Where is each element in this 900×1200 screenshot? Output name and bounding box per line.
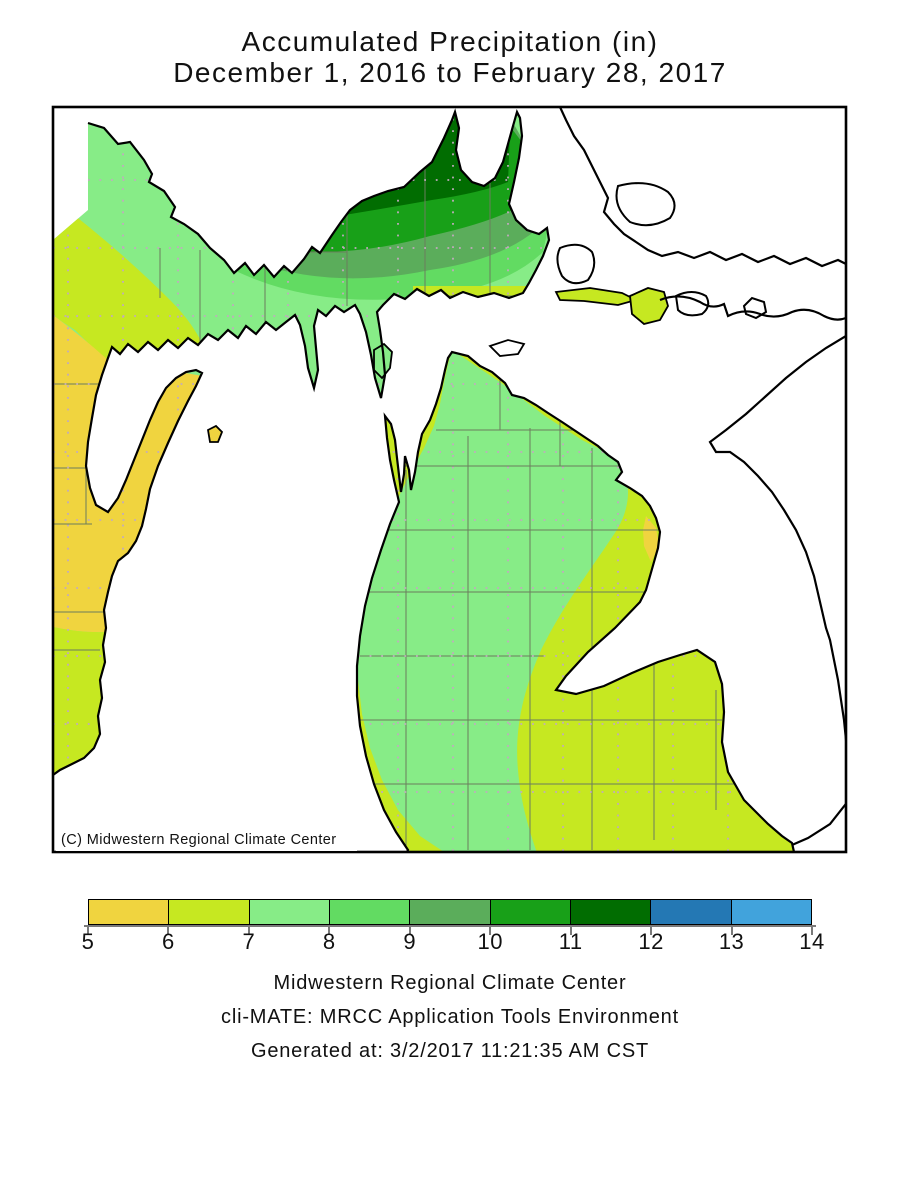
legend-label-6: 6 xyxy=(162,929,175,954)
band-7-8-central-lp xyxy=(358,352,628,852)
st-joseph-island xyxy=(615,182,676,227)
coastline-ontario-bruce-huron xyxy=(708,335,846,847)
legend-tick xyxy=(167,925,170,935)
legend-tick xyxy=(489,925,492,935)
coastline-ontario-north-channel xyxy=(559,107,846,268)
legend-label-14: 14 xyxy=(799,929,825,954)
legend-tick xyxy=(247,925,250,935)
map-copyright-label: (C) Midwestern Regional Climate Center xyxy=(56,829,357,851)
drummond-island xyxy=(629,287,669,325)
sugar-island xyxy=(556,243,596,285)
legend-label-10: 10 xyxy=(477,929,503,954)
legend-tick xyxy=(650,925,653,935)
legend-segment-13-14 xyxy=(730,900,811,924)
legend-label-12: 12 xyxy=(638,929,664,954)
footer-timestamp: Generated at: 3/2/2017 11:21:35 AM CST xyxy=(250,1040,650,1062)
legend-segment-7-8 xyxy=(248,900,329,924)
channel-island xyxy=(742,296,768,320)
legend-label-7: 7 xyxy=(242,929,256,954)
legend-segment-6-7 xyxy=(168,900,249,924)
legend-tick xyxy=(408,925,411,935)
legend-tick xyxy=(328,925,331,935)
legend-segment-11-12 xyxy=(569,900,651,924)
legend-tick xyxy=(811,925,813,935)
footer-app-name: cli-MATE: MRCC Application Tools Environ… xyxy=(221,1006,679,1028)
legend-tick xyxy=(730,925,733,935)
legend-labels: 5 6 7 8 9 10 11 12 13 14 xyxy=(82,929,825,955)
chart-subtitle: December 1, 2016 to February 28, 2017 xyxy=(173,57,727,89)
legend-segment-12-13 xyxy=(650,900,731,924)
legend-label-13: 13 xyxy=(718,929,745,954)
detour-shore-strip xyxy=(554,287,639,306)
coastline-manitoulin-island xyxy=(659,295,846,321)
map-frame xyxy=(51,105,848,854)
color-scale-bar xyxy=(88,899,812,925)
chart-title: Accumulated Precipitation (in) xyxy=(241,26,659,57)
band-5-6-huron-shore-spot xyxy=(643,516,659,562)
color-scale-legend: 5 6 7 8 9 10 11 12 13 14 xyxy=(82,899,825,959)
legend-segment-10-11 xyxy=(489,900,570,924)
coastline-lower-peninsula xyxy=(355,350,796,852)
legend-label-11: 11 xyxy=(558,929,583,954)
title-block: Accumulated Precipitation (in) December … xyxy=(0,26,900,89)
legend-baseline xyxy=(84,925,816,927)
legend-label-5: 5 xyxy=(81,929,95,954)
legend-segment-5-6 xyxy=(89,900,169,924)
legend-label-8: 8 xyxy=(322,929,336,954)
coastline-upper-peninsula-wisconsin xyxy=(53,108,551,776)
bois-blanc-island xyxy=(488,339,526,357)
footer-org-name: Midwestern Regional Climate Center xyxy=(273,972,627,994)
legend-label-9: 9 xyxy=(403,929,417,954)
fox-island xyxy=(207,424,224,443)
legend-segment-9-10 xyxy=(409,900,490,924)
band-6-7-west-up xyxy=(53,200,205,362)
legend-tick xyxy=(569,925,572,935)
legend-segment-8-9 xyxy=(328,900,410,924)
legend-tick xyxy=(87,925,89,935)
